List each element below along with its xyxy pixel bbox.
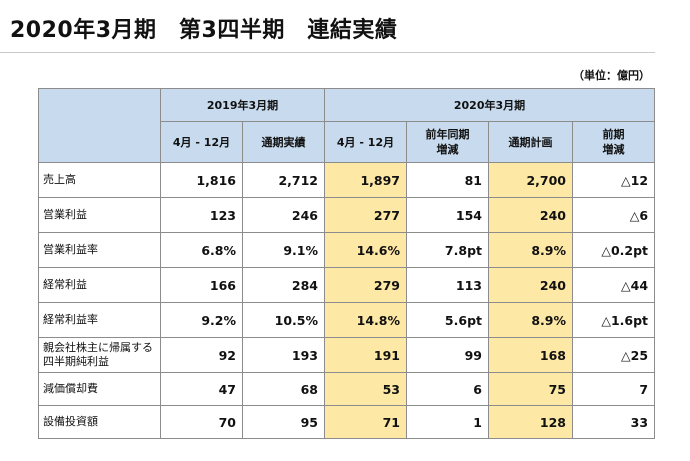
cell-yoy-change: 5.6pt (406, 302, 489, 338)
cell-full-year-plan: 8.9% (488, 302, 573, 338)
cell-2019-full-year: 284 (242, 267, 325, 303)
cell-prev-fy-change: △6 (571, 197, 656, 233)
cell-2020-apr-dec: 1,897 (324, 162, 407, 198)
cell-full-year-plan: 75 (488, 372, 573, 406)
row-label: 親会社株主に帰属する 四半期純利益 (38, 337, 161, 373)
cell-2019-apr-dec: 123 (160, 197, 243, 233)
cell-prev-fy-change: △12 (571, 162, 656, 198)
col-header-2019-full-year-actual: 通期実績 (242, 121, 325, 163)
table-row: 減価償却費 47 68 53 6 75 7 (38, 372, 656, 406)
cell-2019-apr-dec: 166 (160, 267, 243, 303)
cell-2020-apr-dec: 14.8% (324, 302, 407, 338)
col-header-full-year-plan: 通期計画 (488, 121, 573, 163)
col-header-prev-fy-change: 前期 増減 (571, 121, 656, 163)
cell-2019-full-year: 2,712 (242, 162, 325, 198)
cell-full-year-plan: 2,700 (488, 162, 573, 198)
col-header-2019-apr-dec: 4月 - 12月 (160, 121, 243, 163)
table-row: 経常利益率 9.2% 10.5% 14.8% 5.6pt 8.9% △1.6pt (38, 302, 656, 338)
table-row: 経常利益 166 284 279 113 240 △44 (38, 267, 656, 303)
cell-prev-fy-change: △1.6pt (571, 302, 656, 338)
row-label: 経常利益 (38, 267, 161, 303)
cell-full-year-plan: 168 (488, 337, 573, 373)
results-table: 2019年3月期 2020年3月期 4月 - 12月 通期実績 4月 - 12月… (38, 88, 656, 439)
row-label: 減価償却費 (38, 372, 161, 406)
col-header-yoy-change: 前年同期 増減 (406, 121, 489, 163)
cell-2019-full-year: 95 (242, 405, 325, 439)
corner-header (38, 88, 161, 163)
cell-full-year-plan: 240 (488, 267, 573, 303)
cell-yoy-change: 154 (406, 197, 489, 233)
cell-yoy-change: 113 (406, 267, 489, 303)
cell-2019-full-year: 10.5% (242, 302, 325, 338)
row-label: 売上高 (38, 162, 161, 198)
cell-2019-full-year: 9.1% (242, 232, 325, 268)
cell-prev-fy-change: △0.2pt (571, 232, 656, 268)
cell-2019-apr-dec: 1,816 (160, 162, 243, 198)
table-row: 売上高 1,816 2,712 1,897 81 2,700 △12 (38, 162, 656, 198)
cell-yoy-change: 1 (406, 405, 489, 439)
row-label: 営業利益 (38, 197, 161, 233)
cell-2019-full-year: 193 (242, 337, 325, 373)
table-row: 親会社株主に帰属する 四半期純利益 92 193 191 99 168 △25 (38, 337, 656, 373)
row-label: 営業利益率 (38, 232, 161, 268)
cell-2019-full-year: 68 (242, 372, 325, 406)
cell-2019-apr-dec: 70 (160, 405, 243, 439)
page-title: 2020年3月期 第3四半期 連結実績 (10, 18, 398, 43)
group-header-fy2019: 2019年3月期 (160, 88, 325, 122)
cell-2019-full-year: 246 (242, 197, 325, 233)
cell-2020-apr-dec: 279 (324, 267, 407, 303)
cell-prev-fy-change: 33 (571, 405, 656, 439)
row-label: 経常利益率 (38, 302, 161, 338)
title-divider (0, 52, 655, 53)
row-label: 設備投資額 (38, 405, 161, 439)
table-row: 設備投資額 70 95 71 1 128 33 (38, 405, 656, 439)
cell-2020-apr-dec: 71 (324, 405, 407, 439)
cell-full-year-plan: 240 (488, 197, 573, 233)
cell-2019-apr-dec: 6.8% (160, 232, 243, 268)
cell-yoy-change: 99 (406, 337, 489, 373)
cell-prev-fy-change: 7 (571, 372, 656, 406)
cell-yoy-change: 7.8pt (406, 232, 489, 268)
cell-2020-apr-dec: 191 (324, 337, 407, 373)
table-row: 営業利益 123 246 277 154 240 △6 (38, 197, 656, 233)
cell-full-year-plan: 8.9% (488, 232, 573, 268)
cell-2019-apr-dec: 47 (160, 372, 243, 406)
table-row: 営業利益率 6.8% 9.1% 14.6% 7.8pt 8.9% △0.2pt (38, 232, 656, 268)
cell-yoy-change: 6 (406, 372, 489, 406)
cell-prev-fy-change: △44 (571, 267, 656, 303)
cell-yoy-change: 81 (406, 162, 489, 198)
cell-full-year-plan: 128 (488, 405, 573, 439)
unit-label: （単位：億円） (573, 69, 650, 82)
cell-2019-apr-dec: 9.2% (160, 302, 243, 338)
cell-2020-apr-dec: 14.6% (324, 232, 407, 268)
cell-prev-fy-change: △25 (571, 337, 656, 373)
cell-2020-apr-dec: 53 (324, 372, 407, 406)
cell-2019-apr-dec: 92 (160, 337, 243, 373)
group-header-fy2020: 2020年3月期 (323, 88, 656, 122)
cell-2020-apr-dec: 277 (324, 197, 407, 233)
col-header-2020-apr-dec: 4月 - 12月 (324, 121, 407, 163)
